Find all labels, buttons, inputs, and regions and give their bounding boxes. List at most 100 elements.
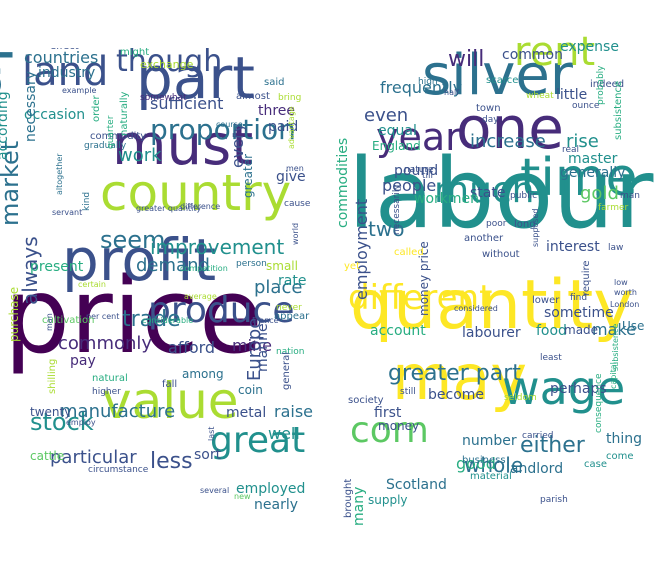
word-cloud-word: subsistence [613, 80, 624, 140]
word-cloud-word: gradually [84, 141, 127, 152]
word-cloud-word: least [540, 353, 562, 364]
word-cloud-word: fall [162, 378, 178, 390]
word-cloud-word: made [564, 322, 599, 337]
word-cloud-word: another [464, 232, 504, 244]
word-cloud-word: person [236, 259, 267, 270]
word-cloud-word: low [614, 278, 628, 288]
word-cloud-word: scarce [486, 74, 519, 86]
word-cloud-word: brought [343, 478, 354, 518]
word-cloud-word: sort [194, 447, 222, 464]
word-cloud-word: law [608, 243, 624, 254]
word-cloud-word: quarter [106, 115, 116, 150]
word-cloud-word: consequence [594, 373, 604, 434]
word-cloud-word: pay [70, 353, 96, 370]
word-cloud-word: gold [580, 182, 619, 204]
word-cloud-word: country [100, 163, 292, 222]
word-cloud-word: state [470, 185, 506, 202]
word-cloud-word: somewhat [140, 93, 187, 104]
word-cloud-word: labour [348, 138, 654, 251]
word-cloud-word: make [592, 320, 636, 340]
word-cloud-word: small [266, 258, 298, 273]
word-cloud-word: come [606, 450, 634, 462]
word-cloud-word: little [556, 87, 588, 104]
word-cloud-word: value [102, 371, 239, 430]
word-cloud-word: afford [168, 338, 216, 358]
word-cloud-word: good [456, 454, 496, 474]
word-cloud-word: seldom [504, 393, 537, 404]
word-cloud-word: employ [66, 418, 96, 428]
word-cloud-word: almost [236, 90, 270, 102]
word-cloud-word: stock [30, 407, 94, 436]
word-cloud-word: kind [82, 192, 92, 212]
word-cloud-word: workmen [414, 191, 480, 208]
word-cloud-word: manner [255, 317, 271, 373]
word-cloud-word: high [418, 77, 438, 88]
word-cloud-word: food [536, 323, 567, 340]
word-cloud-word: time [520, 147, 638, 208]
word-cloud-word: metal [226, 405, 267, 422]
word-cloud-word: certain [78, 280, 106, 290]
word-cloud-word: probably [596, 65, 606, 106]
word-cloud-word: natural [92, 372, 128, 384]
word-cloud-word: manufacture [60, 400, 176, 422]
word-cloud-word: commodity [90, 130, 147, 142]
word-cloud-word: case [584, 458, 607, 470]
word-cloud-word: example [62, 86, 97, 96]
word-cloud-word: general [281, 351, 292, 390]
word-cloud-word: land [22, 49, 109, 95]
word-cloud-word: Scotland [386, 477, 447, 494]
word-cloud-word: many [351, 486, 367, 527]
word-cloud-word: thing [606, 431, 643, 448]
word-cloud-word: subsistence [611, 323, 620, 372]
word-cloud-word: nature [404, 165, 434, 176]
word-cloud-word: business [462, 454, 506, 466]
word-cloud-word: greater [241, 153, 255, 198]
word-cloud-word: place [254, 276, 303, 298]
word-cloud-word: average [184, 292, 217, 302]
word-cloud-word: Use [622, 318, 645, 333]
word-cloud-word: without [482, 248, 520, 260]
word-cloud-word: generally [560, 165, 626, 182]
word-cloud-word: called [394, 246, 424, 258]
word-cloud-word: shilling [47, 358, 58, 394]
word-cloud-word: never [276, 303, 302, 314]
word-cloud-word: said [264, 76, 285, 88]
word-cloud-word: cause [284, 199, 311, 210]
word-cloud-word: lower [532, 294, 560, 306]
word-cloud-word: produce [148, 290, 295, 332]
word-cloud-word: yet [344, 260, 360, 272]
word-cloud-word: competition [180, 264, 228, 274]
word-cloud-word: one [456, 93, 564, 162]
word-cloud-word: number [462, 433, 517, 450]
word-cloud-word: well [268, 424, 300, 444]
word-cloud-word: day [482, 115, 499, 126]
word-cloud-word: present [30, 259, 84, 276]
word-cloud-word: commodities [336, 137, 351, 229]
word-cloud-word: demand [136, 254, 210, 276]
word-cloud-word: society [348, 394, 384, 406]
word-cloud-word: England [372, 138, 421, 153]
word-cloud-word: men [286, 164, 304, 174]
word-cloud-word: considered [454, 304, 498, 314]
word-cloud-word: according [0, 91, 11, 161]
word-cloud-word: though [116, 48, 223, 79]
word-cloud-word: great [210, 420, 306, 462]
word-cloud-word: among [182, 366, 224, 381]
word-cloud-word: indeed [590, 78, 625, 90]
word-cloud-word: advantage [287, 106, 296, 150]
word-cloud-word: cultivation [42, 314, 95, 326]
word-cloud-word: people [382, 176, 437, 196]
word-cloud-word: pound [394, 163, 439, 180]
word-cloud-word: equal [378, 123, 417, 140]
word-cloud-word: quantity [350, 266, 634, 346]
word-cloud-word: considerable [142, 316, 194, 326]
word-cloud-word: raise [274, 402, 314, 422]
word-cloud-word: work [118, 144, 162, 166]
word-cloud-word: labourer [462, 325, 521, 342]
word-cloud-word: trade [122, 307, 181, 333]
word-cloud-word: corn [350, 410, 429, 452]
word-cloud-word: even [364, 104, 409, 126]
word-cloud-word: order [91, 94, 102, 122]
word-cloud-word: bring [278, 93, 302, 104]
